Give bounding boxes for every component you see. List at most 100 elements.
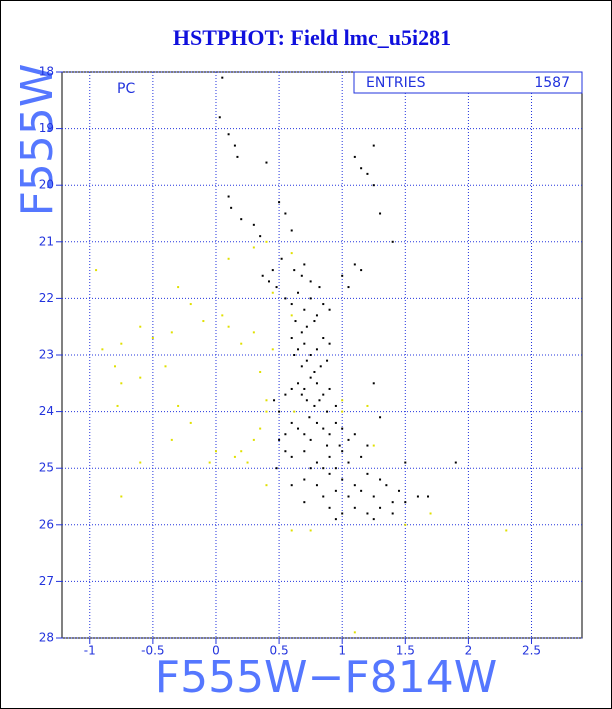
point: [328, 387, 331, 390]
y-axis-label: F555W: [12, 64, 63, 217]
point: [259, 235, 262, 238]
point: [170, 331, 173, 334]
point: [416, 495, 419, 498]
point: [265, 410, 268, 413]
point: [366, 472, 369, 475]
x-tick-label: 2.5: [522, 644, 541, 658]
point: [227, 133, 230, 136]
y-tick-label: 21: [39, 234, 54, 248]
x-tick-label: 0: [212, 644, 220, 658]
point: [366, 512, 369, 515]
point: [326, 444, 329, 447]
point: [116, 404, 119, 407]
point: [300, 331, 303, 334]
point: [322, 427, 325, 430]
point: [397, 489, 400, 492]
point: [319, 365, 322, 368]
point: [322, 495, 325, 498]
point: [290, 337, 293, 340]
y-tick-label: 18: [39, 65, 54, 79]
point: [372, 495, 375, 498]
point: [300, 365, 303, 368]
point: [139, 376, 142, 379]
point: [114, 365, 117, 368]
point: [341, 450, 344, 453]
point: [177, 286, 180, 289]
chart-title: HSTPHOT: Field lmc_u5i281: [173, 25, 451, 50]
point: [404, 523, 407, 526]
y-tick-label: 19: [39, 121, 54, 135]
y-tick-label: 20: [39, 178, 54, 192]
point: [218, 116, 221, 119]
point: [120, 382, 123, 385]
point: [275, 467, 278, 470]
point: [315, 484, 318, 487]
point: [347, 461, 350, 464]
point: [353, 263, 356, 266]
point: [404, 461, 407, 464]
point: [372, 382, 375, 385]
point: [313, 370, 316, 373]
point: [372, 444, 375, 447]
point: [95, 269, 98, 272]
point: [360, 455, 363, 458]
stats-box: [353, 71, 583, 94]
point: [265, 240, 268, 243]
point: [284, 297, 287, 300]
y-tick-label: 25: [39, 461, 54, 475]
point: [328, 472, 331, 475]
point: [385, 484, 388, 487]
point: [297, 382, 300, 385]
point: [275, 286, 278, 289]
point: [334, 489, 337, 492]
point: [261, 274, 264, 277]
point: [101, 348, 104, 351]
point: [315, 382, 318, 385]
point: [284, 450, 287, 453]
point: [259, 427, 262, 430]
point: [353, 484, 356, 487]
point: [170, 438, 173, 441]
point: [328, 433, 331, 436]
point: [202, 320, 205, 323]
point: [297, 291, 300, 294]
point: [293, 354, 296, 356]
point: [284, 433, 287, 436]
point: [240, 342, 243, 345]
point: [338, 444, 341, 447]
point: [318, 399, 321, 402]
point: [265, 161, 268, 164]
point: [246, 461, 249, 464]
point: [326, 410, 329, 413]
point: [309, 280, 312, 283]
point: [252, 223, 255, 226]
point: [189, 303, 192, 306]
stats-value: 1587: [534, 75, 570, 91]
point: [309, 467, 312, 470]
point: [284, 212, 287, 215]
point: [305, 399, 308, 402]
point: [290, 229, 293, 232]
point: [227, 257, 230, 260]
point: [290, 314, 293, 317]
point: [297, 427, 300, 430]
point: [360, 489, 363, 492]
point: [353, 433, 356, 436]
point: [322, 393, 325, 396]
point: [293, 269, 296, 272]
x-tick-label: 2: [465, 644, 473, 658]
x-axis-label: F555W−F814W: [155, 652, 497, 703]
point: [315, 461, 318, 464]
point: [305, 359, 308, 362]
point: [328, 506, 331, 509]
point: [164, 365, 167, 368]
point: [303, 308, 306, 311]
x-tick-label: -0.5: [141, 644, 164, 658]
point: [303, 501, 306, 504]
point: [214, 450, 217, 453]
point: [372, 184, 375, 187]
point: [290, 455, 293, 458]
point: [300, 274, 303, 277]
point: [259, 370, 262, 373]
x-tick-label: 0.5: [270, 644, 289, 658]
